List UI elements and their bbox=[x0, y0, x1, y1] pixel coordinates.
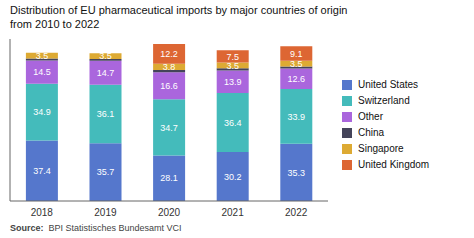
svg-text:7.5: 7.5 bbox=[226, 52, 239, 62]
svg-text:2022: 2022 bbox=[285, 207, 308, 218]
svg-text:13.9: 13.9 bbox=[224, 77, 242, 87]
html-text:United Kingdom: United Kingdom bbox=[358, 159, 430, 170]
html-text:China: China bbox=[358, 127, 385, 138]
svg-text:14.7: 14.7 bbox=[97, 68, 115, 78]
svg-text:3.5: 3.5 bbox=[99, 51, 112, 61]
svg-text:37.4: 37.4 bbox=[33, 166, 51, 176]
svg-text:2021: 2021 bbox=[221, 207, 244, 218]
html-text:Switzerland: Switzerland bbox=[358, 95, 410, 106]
svg-text:2018: 2018 bbox=[31, 207, 54, 218]
html-text:Singapore: Singapore bbox=[358, 143, 404, 154]
svg-text:35.7: 35.7 bbox=[97, 167, 115, 177]
svg-text:3.5: 3.5 bbox=[226, 61, 239, 71]
html-text:Other: Other bbox=[358, 111, 383, 122]
svg-text:34.7: 34.7 bbox=[160, 123, 178, 133]
svg-text:36.4: 36.4 bbox=[224, 118, 242, 128]
svg-text:14.5: 14.5 bbox=[33, 67, 51, 77]
svg-text:9.1: 9.1 bbox=[290, 49, 303, 59]
svg-text:36.1: 36.1 bbox=[97, 109, 115, 119]
svg-text:2020: 2020 bbox=[158, 207, 181, 218]
svg-text:16.6: 16.6 bbox=[160, 81, 178, 91]
svg-text:3.5: 3.5 bbox=[36, 51, 49, 61]
html-text:Distribution of EU pharmaceuti: Distribution of EU pharmaceutical import… bbox=[10, 4, 348, 16]
html-text:United States: United States bbox=[358, 79, 418, 90]
svg-text:12.6: 12.6 bbox=[288, 74, 306, 84]
svg-text:33.9: 33.9 bbox=[288, 112, 306, 122]
svg-text:30.2: 30.2 bbox=[224, 172, 242, 182]
html-text:Source: BPI Statistisches Bund: Source: BPI Statistisches Bundesamt VCI bbox=[10, 223, 182, 233]
svg-text:3.5: 3.5 bbox=[290, 59, 303, 69]
html-text:from 2010 to 2022: from 2010 to 2022 bbox=[10, 18, 100, 30]
svg-text:2019: 2019 bbox=[94, 207, 117, 218]
svg-text:3.8: 3.8 bbox=[163, 62, 176, 72]
svg-text:35.3: 35.3 bbox=[288, 168, 306, 178]
svg-text:28.1: 28.1 bbox=[160, 173, 178, 183]
svg-text:34.9: 34.9 bbox=[33, 107, 51, 117]
svg-text:12.2: 12.2 bbox=[160, 49, 178, 59]
